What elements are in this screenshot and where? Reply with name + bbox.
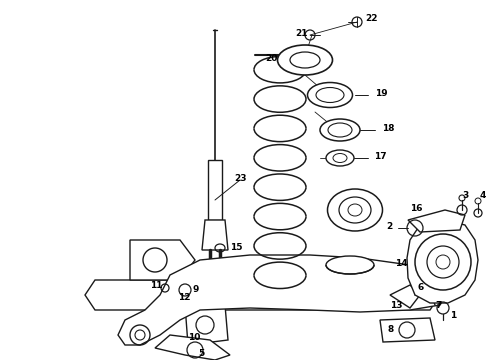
Ellipse shape xyxy=(327,189,383,231)
Polygon shape xyxy=(390,285,420,308)
Text: 14: 14 xyxy=(395,258,408,267)
Polygon shape xyxy=(185,305,228,345)
Polygon shape xyxy=(155,335,230,360)
Text: 9: 9 xyxy=(192,285,198,294)
Text: 21: 21 xyxy=(295,28,308,37)
Text: 19: 19 xyxy=(375,89,388,98)
Polygon shape xyxy=(85,280,440,310)
Text: 7: 7 xyxy=(435,301,441,310)
Polygon shape xyxy=(407,220,478,303)
Text: 22: 22 xyxy=(365,14,377,23)
Text: 17: 17 xyxy=(374,152,387,161)
Text: 10: 10 xyxy=(188,333,200,342)
Polygon shape xyxy=(130,240,195,280)
Text: 15: 15 xyxy=(230,243,243,252)
Polygon shape xyxy=(408,210,465,232)
Polygon shape xyxy=(208,160,222,220)
Text: 5: 5 xyxy=(198,350,204,359)
Text: 12: 12 xyxy=(178,293,191,302)
Text: 13: 13 xyxy=(390,301,402,310)
Text: 2: 2 xyxy=(386,221,392,230)
Text: 1: 1 xyxy=(450,310,456,320)
Ellipse shape xyxy=(326,150,354,166)
Text: 8: 8 xyxy=(387,325,393,334)
Polygon shape xyxy=(202,220,228,250)
Ellipse shape xyxy=(326,256,374,274)
Text: 6: 6 xyxy=(418,284,424,292)
Text: 16: 16 xyxy=(410,203,422,212)
Text: 4: 4 xyxy=(480,190,487,199)
Polygon shape xyxy=(380,318,435,342)
Text: 3: 3 xyxy=(462,190,468,199)
Text: 18: 18 xyxy=(382,123,394,132)
Ellipse shape xyxy=(277,45,333,75)
Text: 11: 11 xyxy=(150,282,163,291)
Ellipse shape xyxy=(320,119,360,141)
Text: 20: 20 xyxy=(265,54,277,63)
Ellipse shape xyxy=(308,82,352,108)
Text: 23: 23 xyxy=(234,174,246,183)
Polygon shape xyxy=(118,255,450,345)
